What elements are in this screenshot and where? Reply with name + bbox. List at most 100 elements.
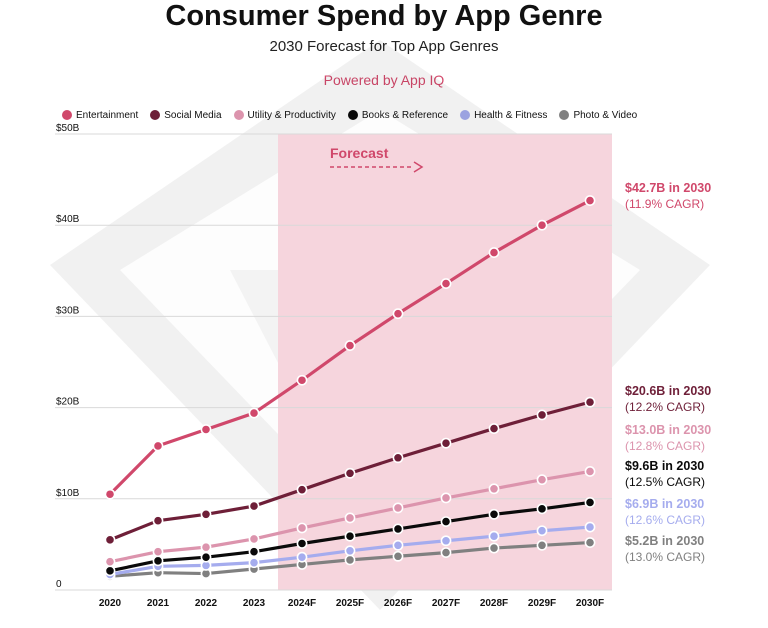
data-point — [296, 522, 308, 534]
data-point — [344, 554, 356, 566]
end-value-label: $13.0B in 2030 — [625, 423, 711, 437]
data-point — [248, 533, 260, 545]
data-point — [152, 515, 164, 527]
data-point — [104, 565, 116, 577]
end-cagr-label: (12.8% CAGR) — [625, 439, 705, 453]
x-tick-label: 2029F — [528, 598, 556, 609]
chart-subtitle: 2030 Forecast for Top App Genres — [0, 38, 768, 55]
data-point — [248, 500, 260, 512]
data-point — [536, 409, 548, 421]
data-point — [584, 521, 596, 533]
data-point — [440, 492, 452, 504]
data-point — [584, 466, 596, 477]
chart-title: Consumer Spend by App Genre — [165, 0, 603, 32]
y-tick-label: $20B — [56, 397, 80, 408]
data-point — [488, 423, 500, 434]
data-point — [152, 440, 164, 452]
legend-swatch — [559, 110, 570, 120]
legend-swatch — [460, 110, 471, 120]
end-value-label: $42.7B in 2030 — [625, 181, 711, 195]
data-point — [536, 219, 548, 231]
end-value-label: $20.6B in 2030 — [625, 384, 711, 398]
data-point — [344, 530, 356, 542]
data-point — [488, 542, 500, 554]
legend-item: Books & Reference — [347, 110, 448, 121]
data-point — [536, 539, 548, 551]
data-point — [392, 452, 404, 464]
end-value-label: $9.6B in 2030 — [625, 459, 704, 473]
legend: Entertainment Social Media Utility & Produ… — [62, 107, 637, 123]
x-tick-label: 2030F — [576, 598, 604, 609]
data-point — [200, 551, 212, 563]
data-point — [488, 483, 500, 495]
data-point — [248, 407, 260, 419]
x-tick-label: 2021 — [147, 598, 170, 609]
data-point — [296, 484, 308, 496]
data-point — [392, 539, 404, 551]
x-tick-label: 2028F — [480, 598, 508, 609]
end-cagr-label: (11.9% CAGR) — [625, 197, 704, 211]
x-tick-label: 2025F — [336, 598, 364, 609]
legend-item: Utility & Productivity — [233, 110, 336, 121]
data-point — [488, 508, 500, 520]
y-tick-label: $40B — [56, 214, 80, 225]
x-tick-label: 2022 — [195, 598, 218, 609]
powered-by-label: Powered by App IQ — [0, 72, 768, 88]
data-point — [440, 547, 452, 559]
forecast-region — [278, 134, 612, 590]
data-point — [440, 278, 452, 289]
y-tick-label: $50B — [56, 123, 80, 134]
legend-label: Entertainment — [76, 109, 139, 121]
x-tick-label: 2020 — [99, 598, 122, 609]
legend-item: Photo & Video — [559, 110, 637, 121]
data-point — [392, 523, 404, 535]
y-tick-label: $30B — [56, 305, 80, 316]
data-point — [440, 437, 452, 449]
legend-item: Entertainment — [62, 110, 138, 121]
data-point — [536, 474, 548, 486]
data-point — [152, 546, 164, 558]
x-tick-label: 2024F — [288, 598, 316, 609]
legend-label: Health & Fitness — [474, 109, 548, 121]
data-point — [488, 247, 500, 258]
data-point — [392, 502, 404, 514]
data-point — [104, 534, 116, 546]
data-point — [584, 396, 596, 408]
data-point — [296, 538, 308, 549]
data-point — [200, 508, 212, 520]
data-point — [200, 541, 212, 553]
data-point — [440, 535, 452, 547]
forecast-arrow-head — [413, 161, 424, 173]
legend-label: Books & Reference — [362, 110, 448, 121]
data-point — [584, 497, 596, 508]
legend-label: Photo & Video — [573, 109, 638, 121]
forecast-label: Forecast — [330, 145, 389, 161]
x-tick-label: 2026F — [384, 598, 412, 609]
x-tick-label: 2023 — [243, 598, 266, 609]
legend-swatch — [233, 110, 244, 120]
legend-swatch — [150, 110, 161, 120]
data-point — [344, 340, 356, 351]
data-point — [392, 550, 404, 562]
data-point — [536, 525, 548, 537]
data-point — [248, 557, 260, 569]
end-cagr-label: (12.5% CAGR) — [625, 475, 705, 489]
data-point — [440, 516, 452, 527]
data-point — [392, 308, 404, 320]
y-tick-label: 0 — [56, 579, 62, 590]
data-point — [248, 546, 260, 558]
end-value-label: $6.9B in 2030 — [625, 497, 704, 511]
data-point — [344, 512, 356, 524]
data-point — [104, 556, 116, 568]
data-point — [488, 530, 500, 542]
data-point — [584, 195, 596, 206]
legend-swatch — [62, 110, 72, 120]
y-tick-label: $10B — [56, 488, 80, 499]
x-tick-label: 2027F — [432, 598, 460, 609]
data-point — [104, 488, 116, 500]
end-value-label: $5.2B in 2030 — [625, 534, 704, 548]
legend-label: Utility & Productivity — [248, 110, 336, 121]
data-point — [584, 537, 596, 548]
data-point — [344, 467, 356, 479]
